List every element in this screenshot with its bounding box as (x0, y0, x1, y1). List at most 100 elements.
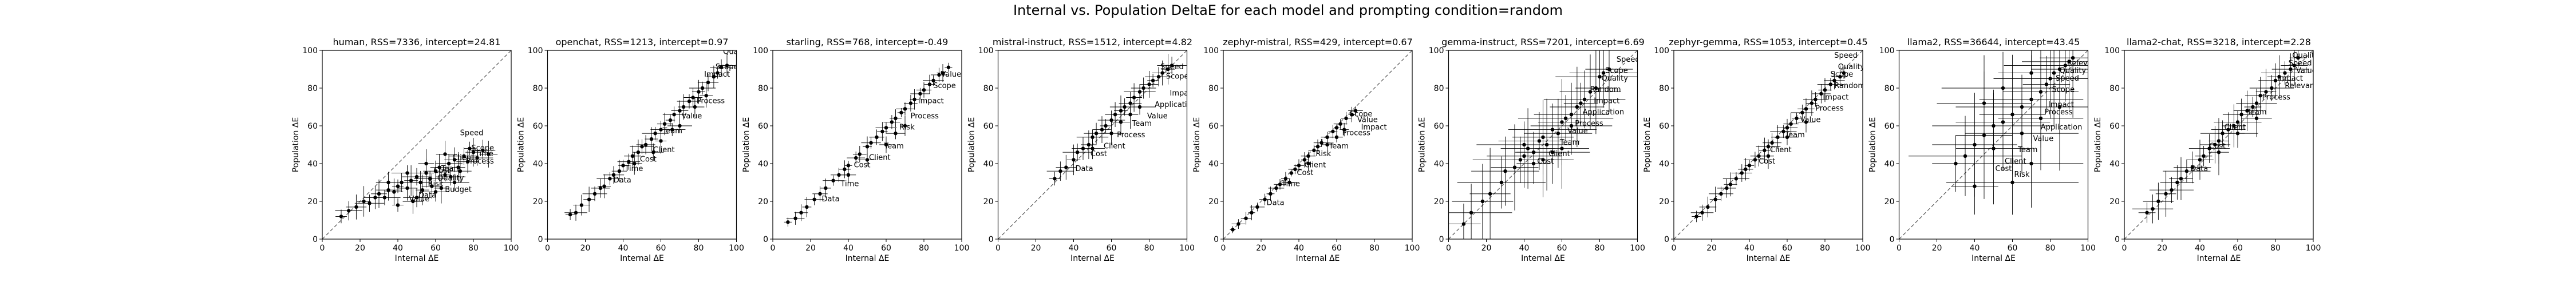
data-point (1325, 135, 1329, 139)
data-point (831, 178, 835, 182)
point-label: Quality (1602, 74, 1629, 83)
x-tick-label: 40 (843, 244, 854, 253)
point-label: Value (1147, 112, 1168, 121)
point-label: Client (452, 153, 474, 162)
data-point (1132, 96, 1136, 100)
data-point (1350, 113, 1354, 117)
data-point (347, 209, 351, 213)
y-tick-label: 40 (1659, 160, 1669, 169)
data-point (2067, 59, 2071, 64)
data-point (854, 156, 858, 160)
data-point (704, 94, 708, 98)
data-point (1344, 116, 1348, 120)
data-point (922, 88, 926, 92)
x-tick-label: 100 (1855, 244, 1871, 253)
point-label: Scope (1605, 67, 1628, 76)
data-point (2292, 63, 2297, 67)
y-tick-label: 80 (307, 84, 318, 93)
axes-frame (1448, 50, 1638, 240)
point-label: Value (1800, 116, 1821, 124)
data-point (2020, 132, 2024, 136)
data-point (2277, 75, 2281, 79)
data-point (1091, 135, 1095, 139)
data-point (1588, 90, 1593, 94)
data-point (1795, 116, 1799, 120)
x-tick-label: 0 (545, 244, 550, 253)
point-label: Team (2246, 108, 2266, 117)
data-point (400, 180, 404, 185)
data-point (1526, 146, 1530, 150)
axes-frame (547, 50, 737, 240)
point-label: Cost (640, 156, 657, 164)
data-point (592, 192, 597, 196)
point-label: Process (1342, 129, 1371, 138)
data-point (640, 145, 644, 149)
data-point (1072, 158, 1076, 162)
y-tick-label: 60 (2109, 122, 2120, 131)
data-point (424, 161, 428, 166)
data-point (1982, 101, 1986, 105)
data-point (1064, 165, 1068, 169)
data-point (2251, 105, 2255, 109)
data-point (693, 105, 697, 109)
data-point (946, 65, 951, 69)
point-label: Data (1267, 199, 1285, 208)
data-point (2071, 56, 2075, 60)
data-point (1503, 169, 1507, 173)
point-label: Time (475, 150, 493, 158)
data-point (865, 158, 870, 162)
point-label: Cost (433, 167, 450, 176)
x-tick-label: 40 (618, 244, 629, 253)
y-axis-label: Population ΔE (742, 117, 751, 172)
data-point (786, 220, 790, 224)
data-point (443, 173, 447, 177)
data-point (2258, 94, 2262, 98)
data-point (719, 65, 724, 69)
data-point (392, 190, 396, 194)
data-point (799, 210, 803, 214)
point-label: Relevance (2067, 59, 2105, 67)
point-label: Team (2017, 146, 2037, 154)
data-point (659, 139, 663, 143)
point-label: Process (1117, 131, 1145, 140)
data-point (1283, 177, 1288, 181)
data-point (716, 71, 720, 75)
point-label: Value (2296, 67, 2317, 76)
y-tick-label: 100 (753, 46, 768, 55)
y-tick-label: 80 (533, 84, 543, 93)
data-point (468, 146, 472, 150)
point-label: Speed (1834, 51, 1858, 60)
figure-title: Internal vs. Population DeltaE for each … (1013, 2, 1563, 18)
data-point (2273, 78, 2278, 82)
data-point (1094, 132, 1099, 136)
y-tick-label: 40 (533, 160, 543, 169)
data-point (1757, 154, 1761, 158)
point-label: Application (2041, 124, 2083, 132)
x-tick-label: 20 (1932, 244, 1942, 253)
x-tick-label: 80 (2270, 244, 2281, 253)
data-point (899, 110, 903, 115)
data-point (608, 177, 612, 181)
data-point (2283, 71, 2287, 75)
y-axis-label: Population ΔE (291, 117, 301, 172)
point-label: Team (1132, 120, 1152, 128)
data-point (2156, 199, 2160, 204)
data-point (362, 199, 366, 204)
data-point (1053, 177, 1057, 181)
point-label: Data (2190, 165, 2208, 173)
data-point (449, 174, 453, 179)
data-point (918, 92, 922, 96)
data-point (1789, 122, 1793, 126)
data-point (439, 186, 444, 190)
x-tick-label: 100 (1405, 244, 1420, 253)
data-point (1170, 63, 1174, 67)
y-tick-label: 40 (983, 160, 994, 169)
data-point (1109, 118, 1113, 122)
data-point (884, 126, 888, 130)
data-point (1734, 177, 1739, 181)
point-label: Cost (1537, 157, 1554, 166)
data-point (1488, 192, 1492, 196)
data-point (574, 210, 578, 214)
